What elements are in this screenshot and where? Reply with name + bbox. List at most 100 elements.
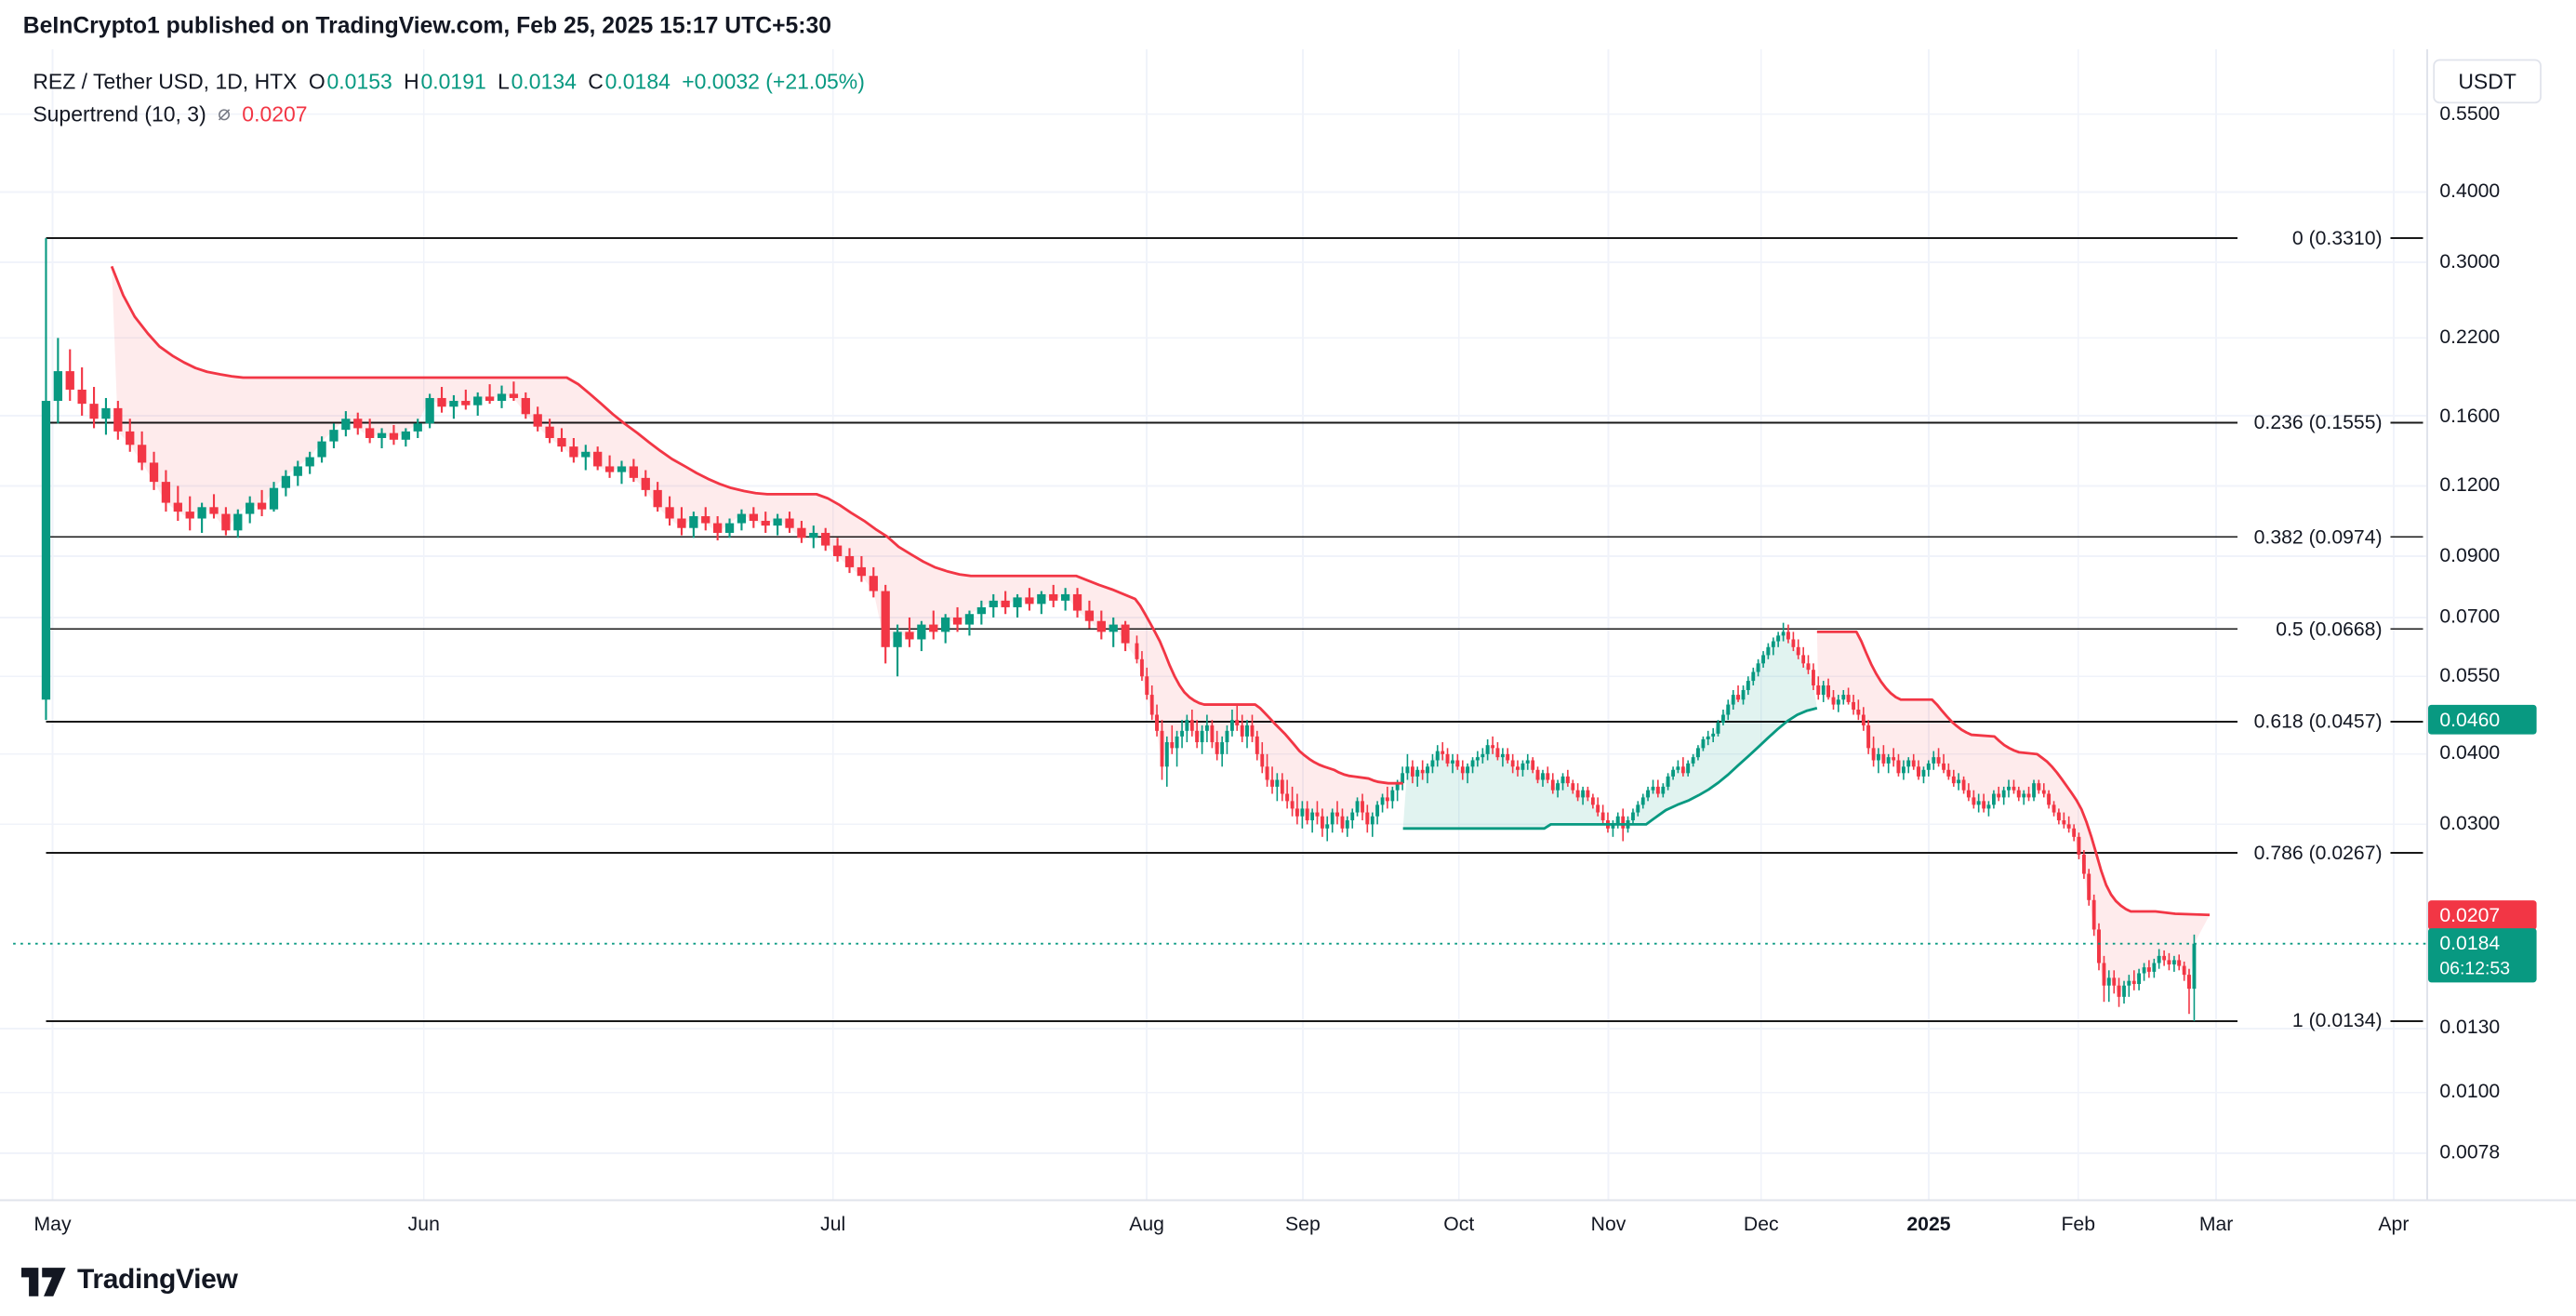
candle [2047,790,2052,809]
candle [1084,600,1095,629]
candle [2012,779,2016,794]
candle [1680,757,1685,777]
price-axis-tick: 0.3000 [2439,249,2501,273]
chart-legend: REZ / Tether USD, 1D, HTX O 0.0153 H 0.0191… [33,64,865,130]
candle [1781,622,1786,642]
candle [365,419,375,444]
ohlc-key: L [498,68,510,93]
time-axis-label: Aug [1129,1212,1164,1236]
ohlc-value: 0.0191 [420,68,486,93]
price-axis[interactable]: USDT 0.5500 0.4000 0.3000 0.2200 0.1600 0.120… [2428,0,2576,1250]
candle [1706,730,1710,746]
candle [1225,724,1229,754]
currency-toggle-button[interactable]: USDT [2433,59,2542,104]
candle [1140,651,1144,682]
candle [1345,816,1349,837]
candle [1957,773,1961,791]
candle [1175,730,1179,767]
candle [1260,742,1265,774]
candle [1215,730,1219,761]
candle [1816,676,1821,700]
indicator-title: Supertrend (10, 3) [33,100,206,126]
candle [2037,779,2041,794]
candle [1121,620,1130,652]
candle [1932,751,1936,770]
candle [1926,760,1931,777]
candle [653,482,662,512]
candle [1982,793,1986,813]
candle [1581,786,1586,805]
candle [641,470,650,497]
candle [929,610,938,640]
candle [521,392,530,419]
candle [737,509,747,531]
candle [533,406,542,432]
candle [161,470,171,512]
price-axis-tick: 0.0900 [2439,543,2501,567]
candle [2066,816,2071,833]
candle [2022,790,2026,805]
candle [1936,748,1941,767]
candle [1149,685,1154,721]
tradingview-logo[interactable]: TradingView [20,1262,238,1296]
candle [1721,709,1725,725]
time-axis[interactable]: May Jun Jul Aug Sep Oct Nov Dec 2025 Feb Mar Apr [0,1201,2426,1248]
candle [101,397,111,435]
candle [2157,949,2161,969]
candle [905,617,914,647]
footer: TradingView [0,1252,2576,1314]
candle [1786,624,1790,644]
candle [1361,793,1364,821]
candle [809,525,818,549]
candle [1671,766,1675,780]
candle [1200,724,1204,754]
candle [257,489,267,517]
time-axis-label: Dec [1743,1212,1779,1236]
candle [1646,786,1651,802]
candle [1230,709,1234,737]
candle [2106,970,2111,1003]
supertrend-line-down [1816,630,2211,917]
time-axis-label: Sep [1285,1212,1321,1236]
candle [1590,793,1595,809]
candle [65,349,74,402]
candle [1691,753,1695,767]
ohlc-value: 0.0153 [326,68,392,93]
candle [952,606,963,632]
candle [1135,635,1139,664]
price-badge-last: 0.0184 06:12:53 [2428,928,2537,984]
candle [401,428,410,447]
candle [2041,783,2046,798]
supertrend-fill-down [112,266,1403,829]
candle [917,620,926,652]
candle [1961,776,1966,794]
candle [1441,742,1445,761]
candle [1072,588,1082,618]
candle [2142,963,2146,981]
candle [1756,658,1760,677]
symbol-legend-row[interactable]: REZ / Tether USD, 1D, HTX O 0.0153 H 0.0191… [33,64,865,97]
candle [1049,584,1058,607]
candle [1275,773,1280,802]
candle [1896,753,1901,777]
candle [1831,689,1836,710]
candle [665,496,674,526]
candle [2072,824,2077,842]
candle [1615,812,1620,829]
candle [1426,763,1429,784]
indicator-legend-row[interactable]: Supertrend (10, 3) ⌀ 0.0207 [33,97,865,129]
candle [1560,773,1565,791]
candle [701,507,710,531]
candle [1636,801,1640,817]
candle [1796,639,1800,659]
ohlc-value: 0.0184 [604,68,671,93]
candle [341,411,351,437]
candle [1575,783,1580,802]
candle [1546,766,1550,784]
fib-retracement-lines[interactable] [46,237,2423,1022]
candle [1695,745,1700,761]
price-axis-tick: 0.1200 [2439,473,2501,497]
candle [485,384,495,405]
candle [1170,724,1175,754]
